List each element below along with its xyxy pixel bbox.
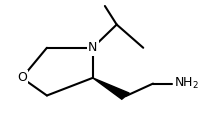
Text: O: O — [17, 71, 27, 84]
Polygon shape — [93, 78, 129, 99]
Text: NH$_2$: NH$_2$ — [174, 76, 199, 91]
Text: N: N — [88, 41, 97, 54]
